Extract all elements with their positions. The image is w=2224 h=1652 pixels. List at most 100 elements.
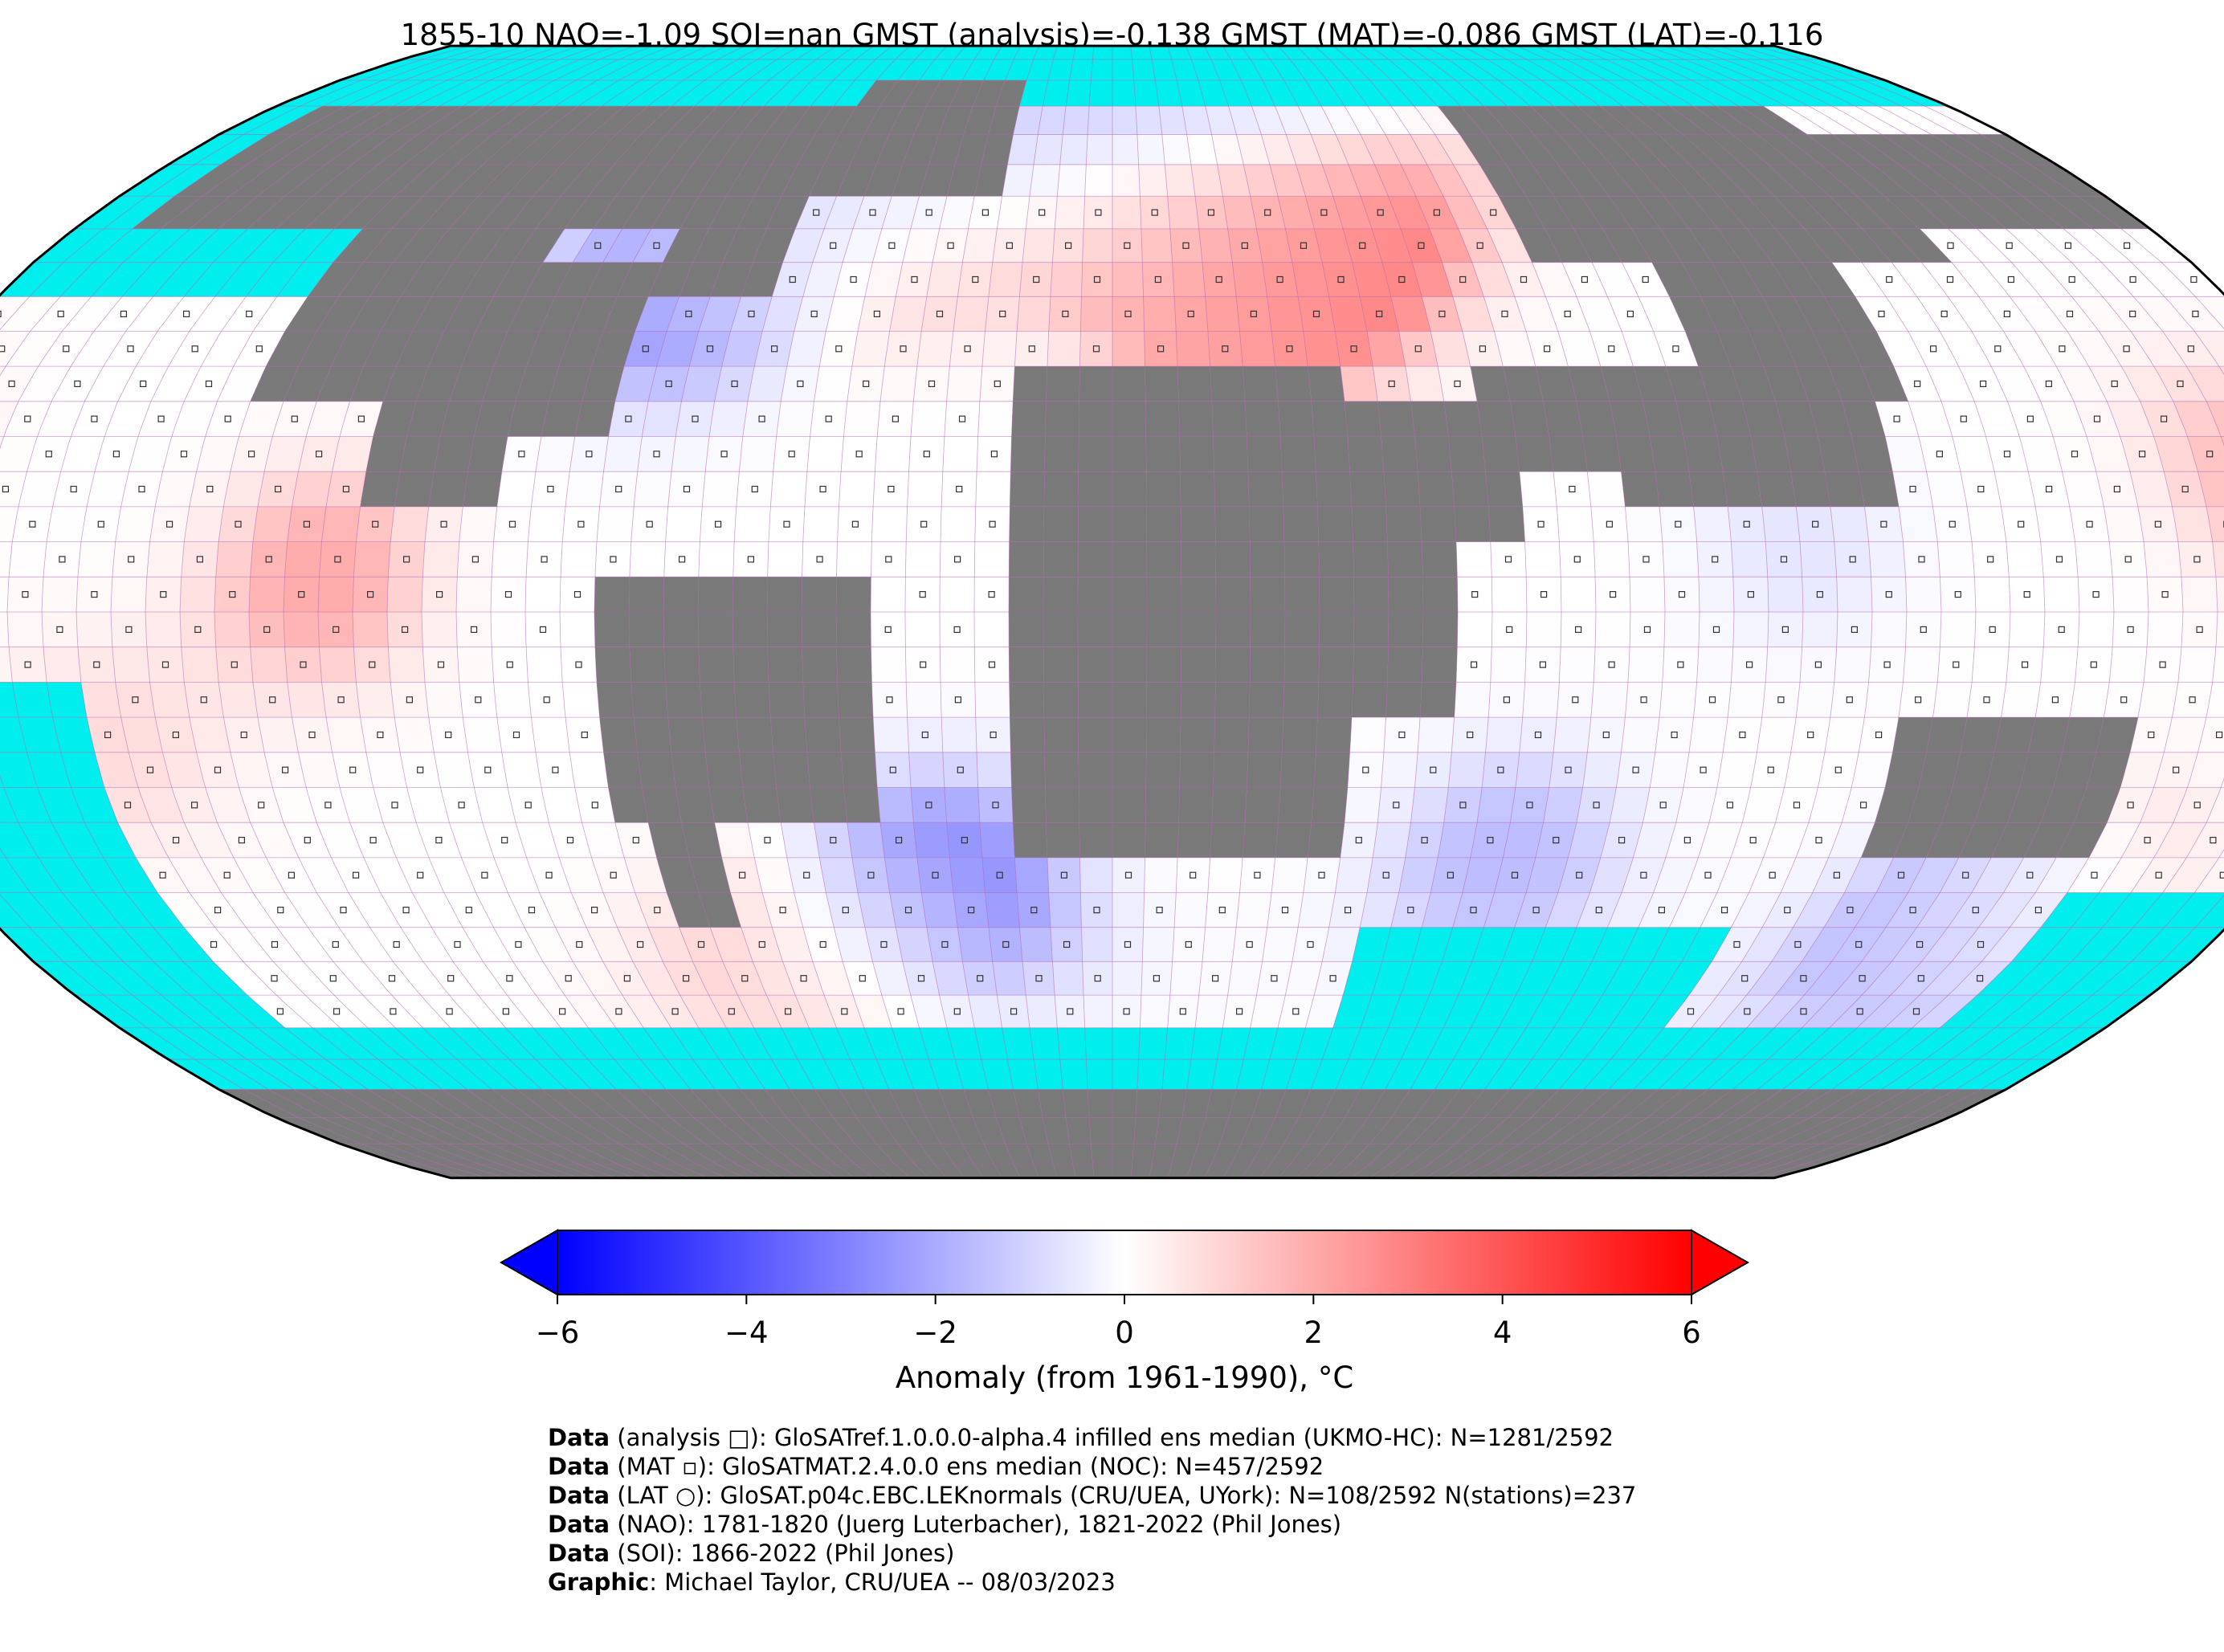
- anomaly-cell: [18, 471, 61, 507]
- anomaly-cell: [1059, 134, 1088, 165]
- anomaly-cell: [549, 822, 592, 858]
- anomaly-cell: [2053, 436, 2096, 472]
- anomaly-cell: [1587, 717, 1626, 753]
- anomaly-cell: [1471, 196, 1516, 229]
- anomaly-cell: [264, 752, 306, 788]
- missing-cell: [1251, 59, 1284, 80]
- anomaly-cell: [594, 541, 631, 577]
- anomaly-cell: [1462, 331, 1504, 367]
- land-cell: [634, 717, 671, 753]
- anomaly-cell: [1367, 331, 1406, 367]
- anomaly-cell: [836, 541, 872, 577]
- missing-cell: [2103, 892, 2163, 928]
- missing-cell: [382, 59, 460, 80]
- missing-cell: [1981, 1059, 2057, 1090]
- missing-cell: [576, 59, 639, 80]
- missing-cell: [740, 80, 791, 107]
- land-cell: [1215, 612, 1251, 647]
- land-cell: [895, 1165, 929, 1178]
- anomaly-cell: [180, 577, 216, 612]
- anomaly-cell: [1981, 262, 2042, 297]
- anomaly-cell: [1940, 577, 1976, 612]
- missing-cell: [1732, 1059, 1795, 1090]
- anomaly-cell: [1842, 787, 1886, 823]
- land-cell: [1247, 752, 1283, 788]
- land-cell: [1422, 647, 1458, 683]
- missing-cell: [1381, 927, 1422, 962]
- anomaly-cell: [1414, 106, 1460, 135]
- anomaly-cell: [941, 682, 976, 718]
- anomaly-cell: [1926, 471, 1968, 507]
- land-cell: [426, 1144, 500, 1165]
- anomaly-cell: [1796, 822, 1842, 858]
- anomaly-cell: [1083, 995, 1112, 1028]
- anomaly-cell: [1360, 892, 1399, 928]
- land-cell: [1211, 1144, 1242, 1165]
- land-cell: [667, 717, 706, 753]
- anomaly-cell: [70, 331, 126, 367]
- land-cell: [739, 752, 777, 788]
- missing-cell: [38, 857, 94, 893]
- anomaly-cell: [1967, 682, 2006, 718]
- anomaly-cell: [1659, 682, 1697, 718]
- missing-cell: [1091, 59, 1112, 80]
- anomaly-cell: [806, 436, 844, 472]
- anomaly-cell: [2172, 682, 2213, 718]
- anomaly-cell: [2099, 331, 2155, 367]
- anomaly-cell: [215, 647, 253, 683]
- anomaly-cell: [1662, 541, 1699, 577]
- missing-cell: [1626, 59, 1692, 80]
- anomaly-cell: [1112, 262, 1144, 297]
- anomaly-cell: [1693, 682, 1732, 718]
- land-cell: [492, 1089, 555, 1118]
- missing-cell: [1349, 1027, 1389, 1059]
- land-cell: [1985, 752, 2029, 788]
- missing-cell: [786, 80, 834, 107]
- anomaly-cell: [1080, 892, 1112, 928]
- missing-cell: [1558, 1027, 1610, 1059]
- anomaly-cell: [1457, 612, 1492, 647]
- anomaly-cell: [1422, 296, 1463, 332]
- anomaly-cell: [624, 857, 667, 893]
- missing-cell: [666, 1059, 716, 1090]
- land-cell: [1038, 1089, 1067, 1118]
- anomaly-cell: [390, 682, 429, 718]
- land-cell: [1810, 1089, 1882, 1118]
- anomaly-cell: [1239, 331, 1275, 367]
- land-cell: [1332, 1165, 1369, 1178]
- anomaly-cell: [1875, 401, 1920, 437]
- missing-cell: [1842, 80, 1927, 107]
- anomaly-cell: [1144, 331, 1178, 367]
- anomaly-cell: [1595, 577, 1630, 612]
- land-cell: [1498, 1117, 1554, 1144]
- anomaly-cell: [1522, 682, 1560, 718]
- anomaly-cell: [135, 857, 190, 893]
- anomaly-cell: [1373, 366, 1411, 402]
- anomaly-cell: [1974, 577, 2010, 612]
- land-cell: [1541, 1117, 1601, 1144]
- land-cell: [1284, 647, 1320, 683]
- anomaly-cell: [881, 196, 920, 229]
- anomaly-cell: [714, 822, 755, 858]
- anomaly-cell: [1019, 927, 1053, 962]
- missing-cell: [1545, 961, 1593, 996]
- anomaly-cell: [1138, 165, 1168, 197]
- anomaly-cell: [1856, 106, 1932, 135]
- missing-cell: [643, 1027, 693, 1059]
- land-cell: [275, 1117, 361, 1144]
- anomaly-cell: [1953, 436, 1995, 472]
- anomaly-cell: [1314, 228, 1353, 263]
- missing-cell: [1086, 1059, 1112, 1090]
- anomaly-cell: [599, 471, 638, 507]
- anomaly-cell: [365, 752, 407, 788]
- missing-cell: [1821, 1027, 1885, 1059]
- missing-cell: [1155, 80, 1182, 107]
- land-cell: [243, 1089, 322, 1118]
- missing-cell: [351, 1059, 418, 1090]
- land-cell: [1145, 752, 1181, 788]
- anomaly-cell: [2172, 506, 2213, 542]
- anomaly-cell: [353, 577, 389, 612]
- anomaly-cell: [1141, 961, 1173, 996]
- land-cell: [715, 1089, 764, 1118]
- anomaly-cell: [1430, 228, 1472, 263]
